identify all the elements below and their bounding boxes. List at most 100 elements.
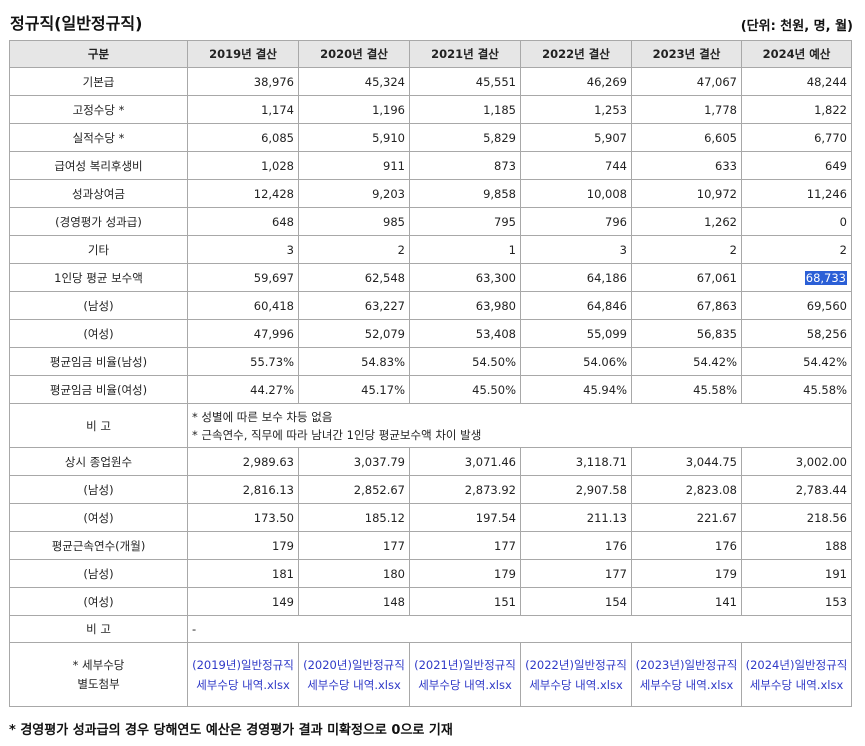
cell-value: 148 [298,587,410,616]
cell-value: 64,846 [520,291,632,320]
selected-cell-text: 68,733 [804,270,847,285]
table-row: 상시 종업원수 2,989.63 3,037.79 3,071.46 3,118.71 3… [9,447,852,476]
cell-value: 179 [631,559,742,588]
cell-value: 54.50% [409,347,521,376]
cell-value: 188 [741,531,852,560]
cell-value: 149 [187,587,299,616]
header-2019: 2019년 결산 [187,40,299,68]
cell-value: 2,816.13 [187,475,299,504]
cell-value: 45.58% [741,375,852,404]
cell-value: 1,253 [520,95,632,124]
cell-value: 154 [520,587,632,616]
cell-value: 54.42% [631,347,742,376]
cell-value: 10,008 [520,179,632,208]
table-row: 1인당 평균 보수액 59,697 62,548 63,300 64,186 67,061… [9,263,852,292]
cell-value: 179 [187,531,299,560]
cell-value: 67,061 [631,263,742,292]
unit-label: (단위: 천원, 명, 월) [740,19,853,34]
row-label: 성과상여금 [9,179,188,208]
row-label: 평균임금 비율(남성) [9,347,188,376]
header-row: 구분 2019년 결산 2020년 결산 2021년 결산 2022년 결산 2… [9,40,852,68]
cell-value: 63,300 [409,263,521,292]
cell-value: 218.56 [741,503,852,532]
remarks-row-2: 비 고 - [9,615,852,643]
cell-value: 1,185 [409,95,521,124]
cell-value: 6,605 [631,123,742,152]
cell-value: 1 [409,235,521,264]
attachments-label-line: 별도첨부 [77,676,120,691]
cell-value: 985 [298,207,410,236]
table-row: 실적수당 * 6,085 5,910 5,829 5,907 6,605 6,770 [9,123,852,152]
cell-value: 179 [409,559,521,588]
cell-value: 176 [631,531,742,560]
footnote: * 경영평가 성과급의 경우 당해연도 예산은 경영평가 결과 미확정으로 0으… [9,723,453,738]
table-row: (여성) 47,996 52,079 53,408 55,099 56,835 58,256 [9,319,852,348]
cell-value: 648 [187,207,299,236]
cell-value: 191 [741,559,852,588]
table-row: 기본급 38,976 45,324 45,551 46,269 47,067 48,244 [9,67,852,96]
attachment-link-2023[interactable]: (2023년)일반정규직 세부수당 내역.xlsx [631,642,742,707]
cell-value: 52,079 [298,319,410,348]
row-label: (남성) [9,475,188,504]
row-label: (남성) [9,291,188,320]
cell-value: 5,829 [409,123,521,152]
attachment-link-2022[interactable]: (2022년)일반정규직 세부수당 내역.xlsx [520,642,632,707]
row-label: (경영평가 성과급) [9,207,188,236]
cell-value: 54.06% [520,347,632,376]
cell-value: 211.13 [520,503,632,532]
cell-value: 3,118.71 [520,447,632,476]
table-row: (남성) 2,816.13 2,852.67 2,873.92 2,907.58 2,82… [9,475,852,504]
selected-cell[interactable]: 68,733 [741,263,852,292]
cell-value: 54.83% [298,347,410,376]
cell-value: 54.42% [741,347,852,376]
attachment-link-2024[interactable]: (2024년)일반정규직 세부수당 내역.xlsx [741,642,852,707]
cell-value: 63,980 [409,291,521,320]
table-row: (여성) 173.50 185.12 197.54 211.13 221.67 218.56 [9,503,852,532]
cell-value: 141 [631,587,742,616]
table-row: 평균근속연수(개월) 179 177 177 176 176 188 [9,531,852,560]
row-label: 1인당 평균 보수액 [9,263,188,292]
cell-value: 1,778 [631,95,742,124]
cell-value: 9,858 [409,179,521,208]
cell-value: 197.54 [409,503,521,532]
attachment-link-2019[interactable]: (2019년)일반정규직 세부수당 내역.xlsx [187,642,299,707]
cell-value: 48,244 [741,67,852,96]
row-label: 실적수당 * [9,123,188,152]
cell-value: 55.73% [187,347,299,376]
cell-value: 2,989.63 [187,447,299,476]
cell-value: 45.17% [298,375,410,404]
cell-value: 181 [187,559,299,588]
cell-value: 3,044.75 [631,447,742,476]
cell-value: 1,174 [187,95,299,124]
cell-value: 3 [187,235,299,264]
cell-value: 56,835 [631,319,742,348]
cell-value: 633 [631,151,742,180]
attachment-link-2020[interactable]: (2020년)일반정규직 세부수당 내역.xlsx [298,642,410,707]
row-label: (여성) [9,319,188,348]
row-label: 상시 종업원수 [9,447,188,476]
cell-value: 45,551 [409,67,521,96]
header-2022: 2022년 결산 [520,40,632,68]
cell-value: 63,227 [298,291,410,320]
cell-value: 3,002.00 [741,447,852,476]
cell-value: 6,770 [741,123,852,152]
remarks-content: - [187,615,852,643]
cell-value: 796 [520,207,632,236]
cell-value: 9,203 [298,179,410,208]
cell-value: 1,822 [741,95,852,124]
cell-value: 2,783.44 [741,475,852,504]
cell-value: 5,910 [298,123,410,152]
cell-value: 2 [631,235,742,264]
attachment-link-2021[interactable]: (2021년)일반정규직 세부수당 내역.xlsx [409,642,521,707]
cell-value: 59,697 [187,263,299,292]
row-label: 기본급 [9,67,188,96]
attachments-label-line: * 세부수당 [72,657,125,672]
cell-value: 177 [520,559,632,588]
salary-table: 구분 2019년 결산 2020년 결산 2021년 결산 2022년 결산 2… [9,40,852,707]
attachments-label: * 세부수당 별도첨부 [9,642,188,707]
row-label: (여성) [9,587,188,616]
cell-value: 873 [409,151,521,180]
cell-value: 221.67 [631,503,742,532]
remarks-line: * 성별에 따른 보수 차등 없음 [192,409,333,424]
cell-value: 795 [409,207,521,236]
